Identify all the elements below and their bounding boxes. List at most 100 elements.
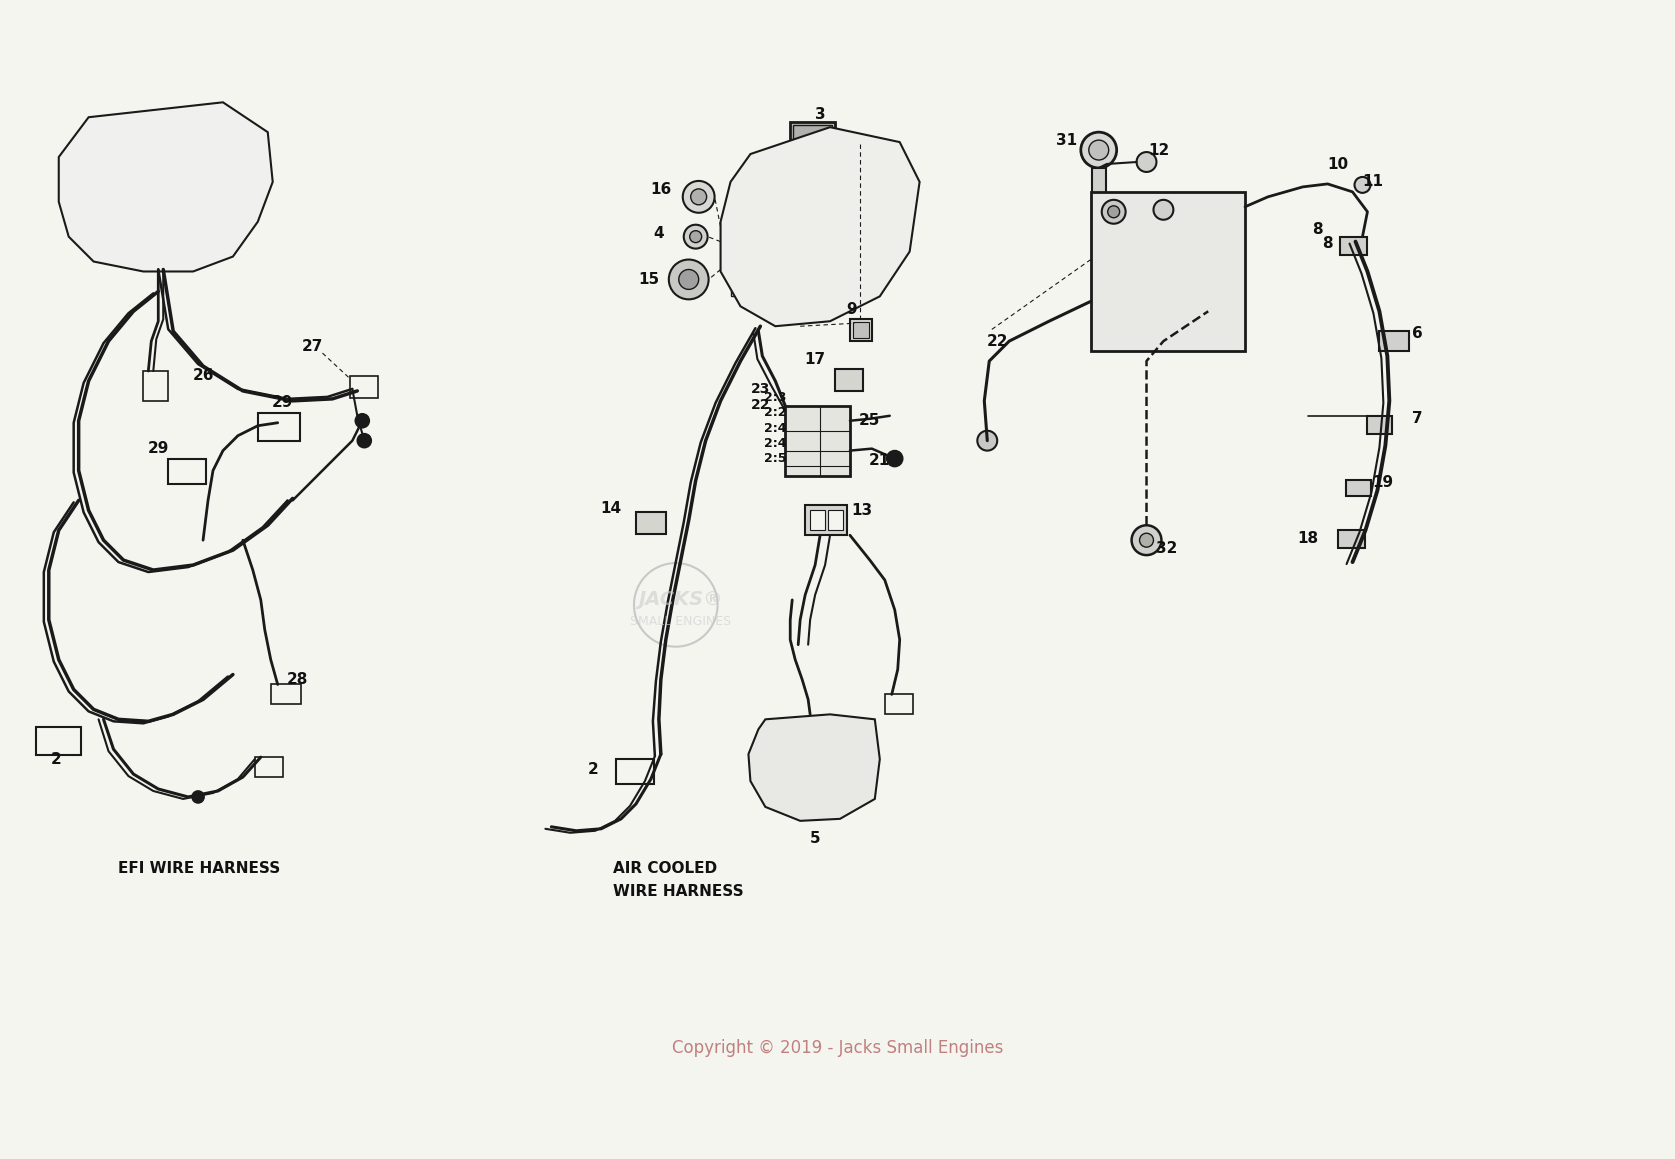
Bar — [836, 369, 863, 391]
Text: Copyright © 2019 - Jacks Small Engines: Copyright © 2019 - Jacks Small Engines — [672, 1038, 1003, 1057]
Circle shape — [357, 433, 372, 447]
Bar — [1092, 168, 1106, 198]
Text: 11: 11 — [1362, 174, 1384, 189]
Circle shape — [678, 270, 698, 290]
Text: 15: 15 — [638, 272, 660, 287]
Polygon shape — [720, 127, 920, 326]
Bar — [802, 764, 838, 789]
Text: 10: 10 — [1327, 156, 1348, 172]
Text: 12: 12 — [1147, 143, 1169, 158]
Bar — [636, 512, 667, 534]
Bar — [1090, 192, 1245, 351]
Text: 21: 21 — [869, 453, 891, 468]
Bar — [271, 685, 300, 705]
Text: 25: 25 — [859, 414, 881, 429]
Text: 22: 22 — [750, 398, 770, 411]
Text: 29: 29 — [147, 442, 169, 457]
Text: 7: 7 — [1412, 411, 1422, 427]
Circle shape — [853, 169, 868, 185]
Circle shape — [1102, 199, 1126, 224]
Text: EFI WIRE HARNESS: EFI WIRE HARNESS — [119, 861, 281, 876]
Circle shape — [355, 414, 368, 428]
Circle shape — [1154, 199, 1174, 220]
Text: 9: 9 — [846, 301, 858, 316]
Text: 19: 19 — [1372, 475, 1394, 490]
Bar — [827, 510, 843, 530]
Text: 13: 13 — [851, 503, 873, 518]
Text: 29: 29 — [271, 395, 293, 410]
Bar — [806, 505, 848, 535]
Circle shape — [690, 231, 702, 242]
Circle shape — [977, 431, 997, 451]
Bar — [786, 406, 849, 475]
Circle shape — [1355, 177, 1370, 192]
Text: 2:4: 2:4 — [764, 437, 787, 450]
Bar — [769, 763, 799, 783]
Text: 4: 4 — [653, 226, 665, 241]
Text: 23: 23 — [750, 382, 770, 396]
Bar — [849, 319, 871, 341]
Circle shape — [1080, 132, 1117, 168]
Circle shape — [668, 260, 709, 299]
Bar — [794, 125, 832, 156]
Bar — [730, 256, 791, 297]
Bar — [1380, 331, 1409, 351]
Bar — [89, 197, 134, 225]
Text: 16: 16 — [650, 182, 672, 197]
Circle shape — [683, 181, 715, 213]
Text: 28: 28 — [286, 672, 308, 687]
Text: 2:3: 2:3 — [764, 392, 787, 404]
Bar — [89, 229, 129, 255]
Bar — [769, 735, 804, 759]
Circle shape — [1089, 140, 1109, 160]
Bar — [1338, 530, 1365, 548]
Text: WIRE HARNESS: WIRE HARNESS — [613, 884, 744, 899]
Text: 27: 27 — [302, 338, 323, 353]
Text: JACKS®: JACKS® — [638, 590, 724, 610]
Bar — [616, 759, 653, 783]
Bar — [791, 122, 836, 160]
Circle shape — [786, 170, 814, 198]
Circle shape — [683, 225, 707, 248]
Circle shape — [193, 790, 204, 803]
Bar — [134, 229, 162, 249]
Text: 2: 2 — [50, 752, 62, 766]
Text: 3: 3 — [814, 107, 826, 122]
Bar — [258, 413, 300, 440]
Bar — [853, 322, 869, 338]
Bar — [884, 694, 913, 714]
Text: AIR COOLED: AIR COOLED — [613, 861, 717, 876]
Circle shape — [1137, 152, 1156, 172]
Circle shape — [1139, 533, 1154, 547]
Text: SMALL ENGINES: SMALL ENGINES — [630, 615, 732, 628]
Circle shape — [213, 127, 233, 147]
Text: 6: 6 — [1412, 326, 1422, 341]
Bar — [255, 757, 283, 777]
Text: 5: 5 — [809, 831, 821, 846]
Text: 8: 8 — [1322, 236, 1333, 252]
Circle shape — [690, 189, 707, 205]
Bar — [168, 217, 203, 247]
Text: 2:2: 2:2 — [764, 407, 787, 420]
Polygon shape — [59, 102, 273, 271]
Text: 2:4: 2:4 — [764, 422, 787, 436]
Text: 22: 22 — [987, 334, 1008, 349]
Text: 18: 18 — [1296, 531, 1318, 546]
Circle shape — [1132, 525, 1161, 555]
Text: 32: 32 — [1156, 540, 1178, 555]
Text: 8: 8 — [1313, 223, 1323, 238]
Bar — [811, 510, 826, 530]
Bar — [811, 737, 839, 759]
Bar — [1367, 416, 1392, 433]
Text: 14: 14 — [601, 501, 621, 516]
Text: 2: 2 — [588, 761, 598, 777]
Text: 26: 26 — [193, 369, 214, 384]
Text: 2:5: 2:5 — [764, 452, 787, 465]
Bar — [350, 376, 379, 398]
Circle shape — [146, 180, 171, 204]
Bar — [144, 371, 168, 401]
Bar — [801, 260, 854, 298]
Circle shape — [1107, 206, 1119, 218]
Text: 17: 17 — [804, 351, 826, 366]
Bar — [1345, 481, 1372, 496]
